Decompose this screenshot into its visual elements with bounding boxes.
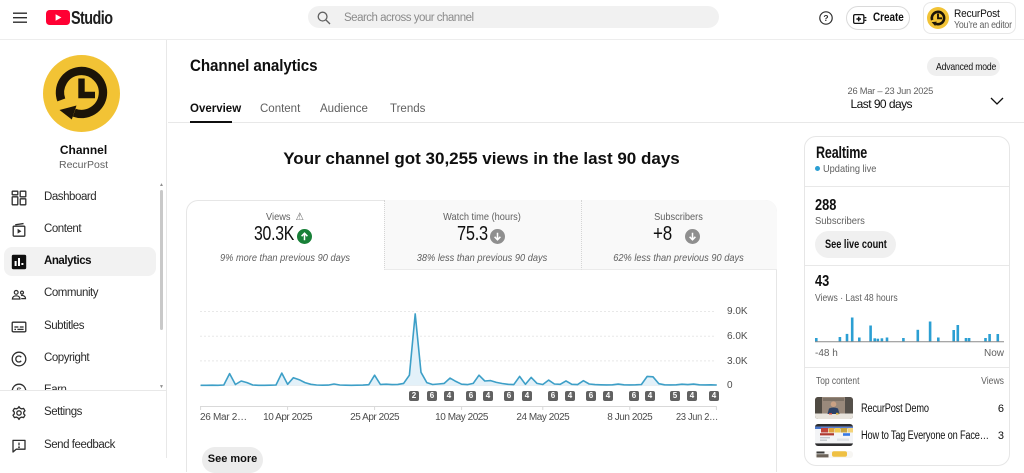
svg-text:$: $ [16, 386, 21, 390]
svg-text:?: ? [823, 13, 828, 23]
